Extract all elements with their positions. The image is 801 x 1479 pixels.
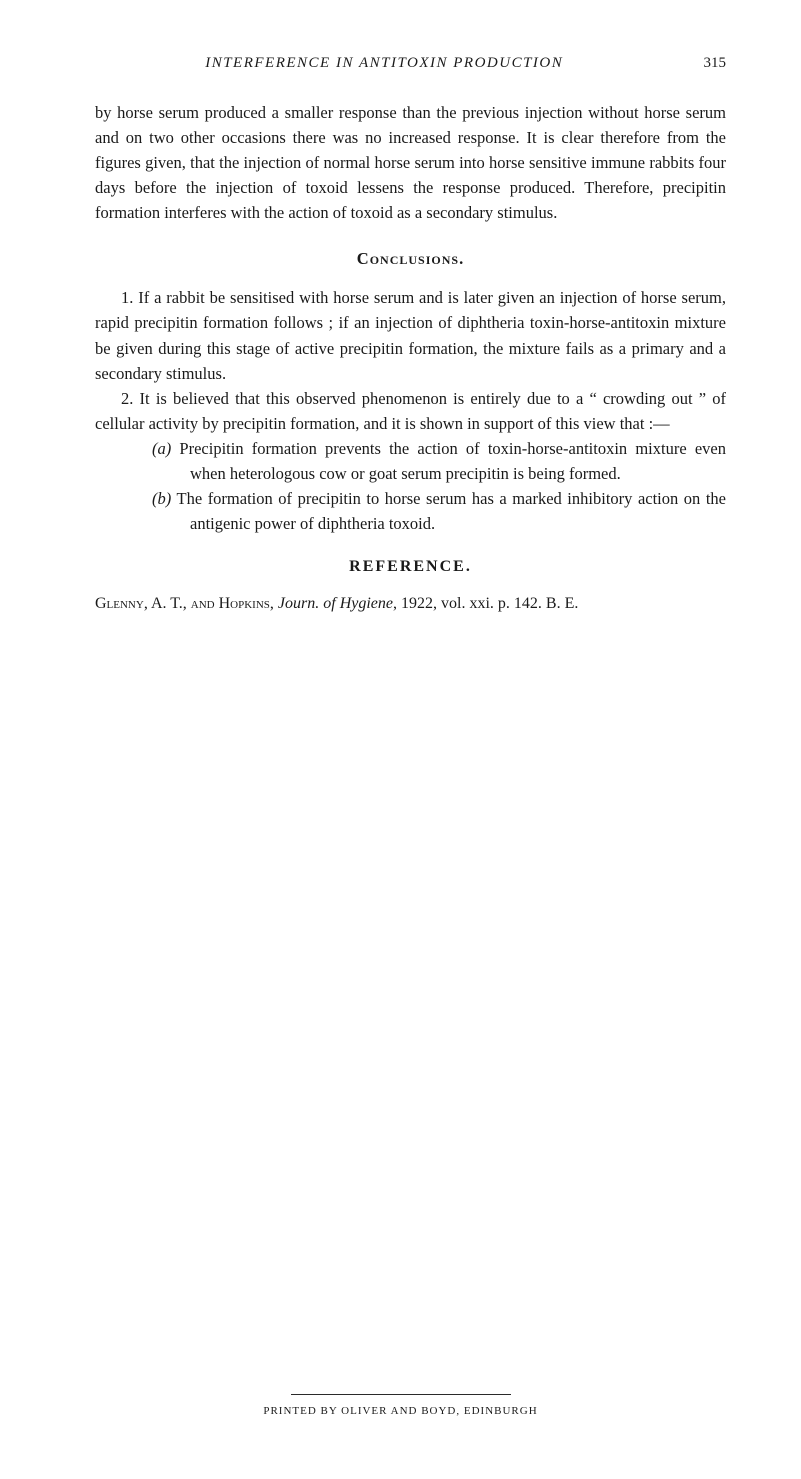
conclusion-item-b: (b) The formation of precipitin to horse… (95, 486, 726, 536)
item-b-text: The formation of precipitin to horse ser… (171, 489, 726, 533)
conclusion-1: 1. If a rabbit be sensitised with horse … (95, 285, 726, 385)
reference-rest: , 1922, vol. xxi. p. 142. B. E. (393, 595, 578, 612)
running-header: INTERFERENCE IN ANTITOXIN PRODUCTION 315 (95, 55, 726, 72)
conclusion-item-a: (a) Precipitin formation prevents the ac… (95, 436, 726, 486)
item-a-text: Precipitin formation prevents the action… (171, 439, 726, 483)
reference-heading: REFERENCE. (95, 558, 726, 576)
footer-imprint: PRINTED BY OLIVER AND BOYD, EDINBURGH (263, 1405, 537, 1417)
conclusions-heading: Conclusions. (95, 249, 726, 269)
footer: PRINTED BY OLIVER AND BOYD, EDINBURGH (0, 1394, 801, 1419)
item-a-label: (a) (152, 439, 171, 458)
reference-journal: Journ. of Hygiene (278, 595, 393, 612)
intro-paragraph: by horse serum produced a smaller respon… (95, 100, 726, 225)
reference-entry: Glenny, A. T., and Hopkins, Journ. of Hy… (95, 592, 726, 616)
page-number: 315 (704, 55, 727, 72)
reference-author: Glenny, A. T., and Hopkins, (95, 595, 274, 612)
footer-rule (291, 1394, 511, 1395)
item-b-label: (b) (152, 489, 171, 508)
running-title: INTERFERENCE IN ANTITOXIN PRODUCTION (95, 55, 674, 72)
conclusion-2: 2. It is believed that this observed phe… (95, 386, 726, 436)
